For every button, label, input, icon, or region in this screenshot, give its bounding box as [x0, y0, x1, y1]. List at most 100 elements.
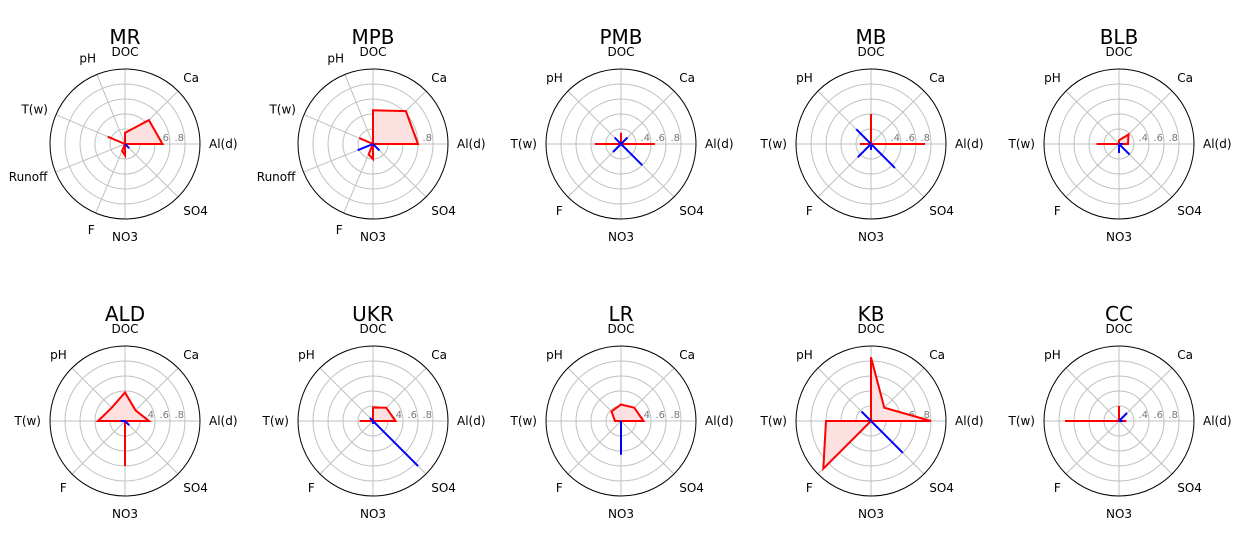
grid-spoke	[567, 90, 622, 145]
axis-label: T(w)	[759, 414, 787, 428]
series-polygon	[822, 357, 932, 472]
axis-label: SO4	[431, 204, 456, 218]
axis-label: DOC	[857, 322, 884, 336]
outer-circle	[297, 345, 449, 497]
axis-label: F	[556, 204, 563, 218]
series-polygon	[107, 118, 165, 159]
axis-label: DOC	[857, 45, 884, 59]
panel-title: CC	[1105, 302, 1133, 326]
axis-label: T(w)	[20, 103, 48, 117]
axis-label: NO3	[608, 507, 634, 521]
axis-label: pH	[79, 51, 96, 65]
panel-title: LR	[608, 302, 633, 326]
axis-label: Ca	[183, 348, 199, 362]
ring-label: .4	[640, 133, 650, 144]
panel-title: MPB	[351, 25, 394, 49]
axis-label: DOC	[607, 45, 634, 59]
panel-title: MB	[856, 25, 887, 49]
ring-label: .4	[1138, 133, 1148, 144]
outer-circle	[1043, 345, 1195, 497]
grid-spoke	[55, 143, 126, 173]
grid-spoke	[372, 143, 427, 198]
axis-label: Ca	[929, 348, 945, 362]
axis-label: Runoff	[257, 170, 296, 184]
axis-label: pH	[1044, 71, 1061, 85]
series-spike	[1118, 412, 1128, 422]
axis-label: F	[806, 481, 813, 495]
grid-spoke	[343, 143, 374, 214]
series-spike	[855, 128, 872, 145]
panel-title: PMB	[599, 25, 642, 49]
radar-panel-ukr: UKR .4 .6 .8 Al(d) Ca DOC pH T(w) F NO3 SO4	[261, 302, 485, 521]
ring-label: .8	[1168, 133, 1178, 144]
outer-circle	[795, 68, 947, 220]
axis-label: NO3	[112, 230, 138, 244]
ring-label: .8	[422, 410, 432, 421]
outer-circle	[795, 345, 947, 497]
axis-label: pH	[796, 348, 813, 362]
grid-spoke	[1118, 367, 1173, 422]
radar-panel-mb: MB .4 .6 .8 Al(d) Ca DOC pH T(w) F NO3 SO4	[759, 25, 983, 244]
grid-spoke	[1065, 420, 1120, 475]
series-spike	[372, 420, 419, 467]
axis-label: F	[1054, 204, 1061, 218]
axis-label: F	[556, 481, 563, 495]
axis-label: F	[806, 204, 813, 218]
axis-label: Ca	[431, 348, 447, 362]
grid-spoke	[620, 90, 675, 145]
panel-title: BLB	[1100, 25, 1139, 49]
axis-label: T(w)	[759, 137, 787, 151]
outer-circle	[545, 345, 697, 497]
grid-spoke	[96, 74, 126, 145]
series-polygon	[359, 406, 398, 422]
axis-label: T(w)	[268, 103, 296, 117]
series-spike	[372, 143, 381, 152]
panel-title: ALD	[105, 302, 145, 326]
axis-label: NO3	[858, 230, 884, 244]
series-spike	[124, 143, 130, 149]
axis-label: NO3	[1106, 230, 1132, 244]
radar-panel-pmb: PMB .4 .6 .8 Al(d) Ca DOC pH T(w) F NO3 SO4	[509, 25, 733, 244]
axis-label: T(w)	[1007, 414, 1035, 428]
axis-label: Ca	[679, 71, 695, 85]
axis-label: NO3	[360, 230, 386, 244]
radar-panel-ald: ALD .4 .6 .8 Al(d) Ca DOC pH T(w) F NO3 SO4	[13, 302, 237, 521]
axis-label: SO4	[183, 204, 208, 218]
axis-label: Al(d)	[705, 137, 734, 151]
axis-label: DOC	[1105, 322, 1132, 336]
axis-label: SO4	[929, 204, 954, 218]
axis-label: SO4	[679, 204, 704, 218]
grid-spoke	[1065, 143, 1120, 198]
axis-label: DOC	[1105, 45, 1132, 59]
axis-label: Ca	[929, 71, 945, 85]
series-spike	[357, 143, 374, 152]
grid-spoke	[1065, 90, 1120, 145]
series-spike	[620, 143, 643, 166]
series-polygon	[610, 403, 646, 425]
axis-label: F	[88, 223, 95, 237]
ring-label: .6	[1153, 410, 1163, 421]
axis-label: NO3	[360, 507, 386, 521]
axis-label: DOC	[111, 45, 138, 59]
grid-spoke	[124, 420, 179, 475]
series-spike	[124, 420, 130, 426]
outer-circle	[545, 68, 697, 220]
ring-label: .8	[920, 133, 930, 144]
ring-label: .6	[655, 410, 665, 421]
grid-spoke	[1118, 420, 1173, 475]
series-spike	[860, 410, 872, 422]
axis-label: DOC	[111, 322, 138, 336]
ring-label: .4	[1138, 410, 1148, 421]
panel-title: UKR	[352, 302, 394, 326]
grid-spoke	[124, 143, 179, 198]
axis-label: pH	[1044, 348, 1061, 362]
axis-label: NO3	[858, 507, 884, 521]
axis-label: SO4	[929, 481, 954, 495]
axis-label: Runoff	[9, 170, 48, 184]
grid-spoke	[95, 143, 126, 214]
axis-label: Al(d)	[1203, 137, 1232, 151]
axis-label: pH	[50, 348, 67, 362]
series-spike	[1118, 143, 1131, 156]
